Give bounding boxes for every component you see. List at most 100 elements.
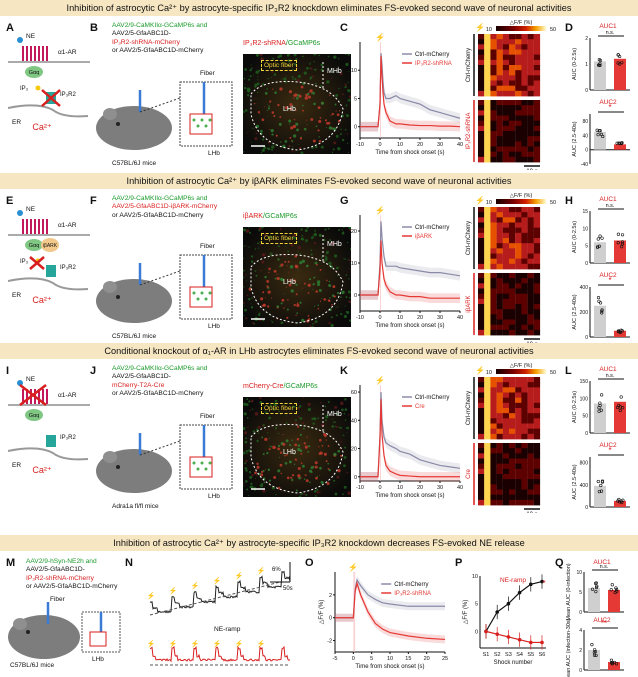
data-point: [596, 63, 601, 67]
fluorescence-speck: [296, 303, 300, 308]
heatmap-cell: [515, 453, 522, 459]
heatmap-cell: [484, 217, 491, 223]
fluorescence-speck: [270, 315, 272, 317]
fluorescence-speck: [318, 119, 322, 123]
lightning-icon: ⚡: [475, 365, 485, 375]
heatmap-cell: [527, 392, 534, 399]
auc2-title: AUC2: [599, 99, 617, 106]
heatmap-cell: [484, 131, 491, 137]
fluorescence-speck: [348, 278, 350, 280]
fluorescence-speck: [261, 148, 265, 152]
heatmap-cell: [484, 110, 491, 116]
heatmap-cell: [490, 120, 497, 127]
heatmap-cell: [509, 258, 516, 265]
fluorescence-speck: [344, 446, 347, 449]
auc2-title: AUC2: [599, 442, 617, 449]
fluorescence-speck: [268, 479, 272, 482]
fluorescence-speck: [312, 91, 315, 95]
heatmap-cell: [515, 125, 522, 132]
heatmap-cell: [490, 49, 497, 56]
heatmap-cell: [496, 319, 503, 326]
heatmap-cell: [521, 458, 528, 465]
heatmap-cell: [515, 90, 522, 97]
heatmap-cell: [509, 222, 516, 229]
x-tick-label: -10: [356, 315, 364, 321]
significance-label: *: [608, 446, 611, 455]
data-point: [597, 129, 601, 133]
fluorescence-speck: [273, 269, 277, 273]
heatmap-cell: [478, 453, 485, 459]
fluorescence-speck: [310, 466, 314, 470]
heatmap-cell: [478, 468, 485, 475]
fluorescence-speck: [279, 54, 283, 58]
heatmap-cell: [509, 34, 516, 40]
fluorescence-speck: [274, 277, 277, 280]
fluorescence-speck: [339, 447, 341, 449]
heatmap-cell: [527, 443, 534, 449]
fluorescence-speck: [247, 494, 249, 497]
heatmap-cell: [527, 453, 534, 459]
fluorescence-speck: [315, 125, 318, 128]
heatmap-cell: [490, 418, 497, 424]
heatmap-cell: [527, 258, 534, 265]
fluorescence-speck: [260, 227, 264, 229]
heatmap-cell: [496, 293, 503, 300]
heatmap-cell: [484, 125, 491, 132]
inset-recording-box: [189, 456, 213, 478]
fluorescence-speck: [244, 440, 248, 444]
lightning-icon: ⚡: [169, 586, 178, 595]
fluorescence-speck: [271, 111, 275, 114]
heatmap-cell: [515, 34, 522, 40]
fluorescence-speck: [344, 54, 347, 55]
heatmap-cell: [515, 423, 522, 430]
panel-letter: G: [340, 195, 349, 207]
fluorescence-speck: [256, 91, 259, 94]
fluorescence-speck: [297, 447, 301, 452]
x-tick-label: 25: [442, 656, 448, 662]
heatmap-cell: [496, 44, 503, 50]
fluorescence-speck: [334, 254, 338, 258]
x-axis-label: Time from shock onset (s): [375, 150, 444, 156]
scale-label: 10 s: [526, 342, 537, 343]
fluorescence-speck: [316, 488, 319, 491]
fluorescence-speck: [309, 78, 311, 81]
fluorescence-speck: [299, 261, 303, 265]
fluorescence-speck: [279, 228, 282, 231]
heatmap-cell: [527, 44, 534, 50]
fluorescence-speck: [259, 54, 263, 56]
heatmap-cell: [484, 212, 491, 218]
heatmap-cell: [478, 304, 485, 310]
fluorescence-speck: [268, 105, 270, 107]
heatmap-cell: [533, 90, 541, 97]
fluorescence-speck: [316, 263, 318, 266]
heatmap-cell: [496, 34, 503, 40]
heatmap-cell: [502, 418, 510, 424]
fluorescence-speck: [301, 104, 304, 107]
fluorescence-speck: [315, 290, 318, 293]
heatmap-cell: [527, 479, 534, 485]
heatmap-cell: [490, 217, 497, 223]
heatmap-cell: [490, 136, 497, 142]
fluorescence-speck: [344, 398, 347, 401]
fluorescence-speck: [291, 473, 295, 477]
colorbar-title: △F/F (%): [510, 193, 533, 199]
fluorescence-speck: [342, 231, 344, 233]
fluorescence-speck: [246, 93, 250, 97]
data-point: [617, 403, 621, 408]
heatmap-cell: [521, 156, 528, 163]
data-point: [620, 245, 624, 249]
heatmap-cell: [484, 49, 491, 56]
fluorescence-speck: [269, 129, 271, 130]
heatmap-cell: [515, 283, 522, 289]
data-point: [600, 393, 604, 397]
fluorescence-speck: [308, 91, 310, 94]
heatmap-cell: [478, 392, 485, 399]
fluorescence-speck: [262, 253, 266, 257]
fluorescence-speck: [254, 83, 258, 87]
fluorescence-speck: [250, 255, 254, 258]
heatmap-cell: [484, 278, 491, 284]
fluorescence-speck: [342, 434, 345, 437]
data-point: [620, 61, 624, 65]
fluorescence-speck: [345, 274, 348, 276]
fluorescence-speck: [273, 114, 276, 117]
